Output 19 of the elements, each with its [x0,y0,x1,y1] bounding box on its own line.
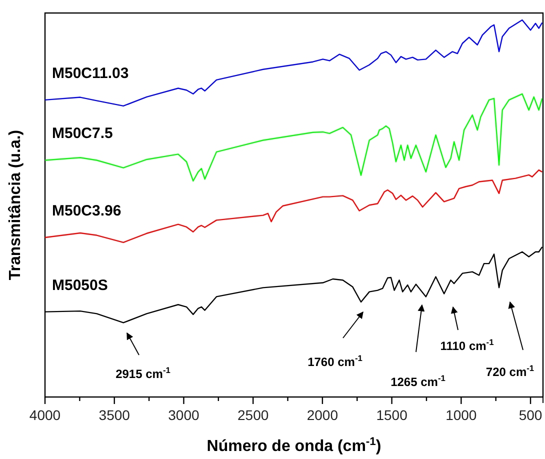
annotation: 2915 cm$^{-1}$ [116,365,171,381]
annotation: 1760 cm$^{-1}$ [308,353,363,369]
y-axis-title: Transmitância (u.a.) [7,130,24,280]
x-tick-label: 2500 [238,407,269,423]
series-label: M5050S [52,276,108,294]
annotation: 1110 cm$^{-1}$ [440,337,494,353]
x-tick-label: 4000 [29,407,61,423]
x-tick-label: 500 [518,407,542,423]
x-tick-label: 3000 [168,407,200,423]
x-axis-title: Número de onda (cm$^{-1}$) [206,436,382,455]
series-label: M50C3.96 [52,202,122,220]
series-label: M50C11.03 [52,64,129,82]
x-tick-label: 2000 [306,407,338,423]
annotation: 720 cm$^{-1}$ [486,363,534,379]
x-tick-label: 3500 [98,407,130,423]
annotation: 1265 cm$^{-1}$ [390,373,446,389]
series-label: M50C7.5 [52,125,113,142]
x-tick-label: 1000 [446,407,477,423]
x-tick-label: 1500 [376,407,408,423]
